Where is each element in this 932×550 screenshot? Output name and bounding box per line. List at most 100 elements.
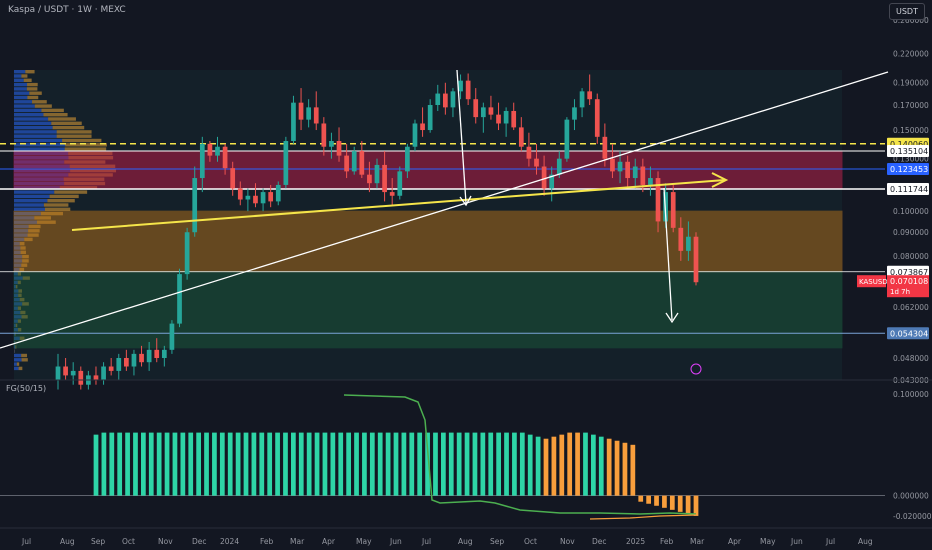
candle-body — [542, 167, 547, 189]
histogram-bar — [338, 433, 343, 496]
histogram-bar — [220, 433, 225, 496]
x-tick-label: 2024 — [220, 537, 239, 546]
indicator-y-tick: 0.100000 — [893, 390, 929, 399]
candle-body — [177, 274, 182, 323]
candle-body — [337, 141, 342, 156]
candle-body — [200, 144, 205, 178]
x-tick-label: Sep — [91, 537, 105, 546]
histogram-bar — [575, 433, 580, 496]
histogram-bar — [567, 433, 572, 496]
x-tick-label: Jul — [21, 537, 31, 546]
candle-body — [640, 167, 645, 185]
histogram-bar — [299, 433, 304, 496]
histogram-bar — [670, 496, 675, 510]
candle-body — [443, 94, 448, 108]
histogram-bar — [228, 433, 233, 496]
x-tick-label: Jul — [421, 537, 431, 546]
candle-body — [230, 168, 235, 188]
candle-body — [299, 103, 304, 120]
currency-button[interactable]: USDT — [889, 3, 925, 20]
indicator-y-tick: -0.020000 — [893, 512, 932, 521]
histogram-bar — [252, 433, 257, 496]
x-tick-label: Oct — [122, 537, 135, 546]
candle-body — [94, 375, 99, 380]
x-tick-label: Aug — [858, 537, 873, 546]
candle-body — [496, 115, 501, 124]
histogram-bar — [480, 433, 485, 496]
candle-body — [246, 196, 251, 200]
candle-body — [557, 159, 562, 175]
histogram-bar — [394, 433, 399, 496]
histogram-bar — [212, 433, 217, 496]
histogram-bar — [244, 433, 249, 496]
x-tick-label: Aug — [60, 537, 75, 546]
x-tick-label: Dec — [192, 537, 207, 546]
histogram-bar — [307, 433, 312, 496]
histogram-bar — [512, 433, 517, 496]
candle-body — [71, 371, 76, 375]
histogram-bar — [504, 433, 509, 496]
candle-body — [618, 162, 623, 172]
candle-body — [489, 107, 494, 114]
candle-body — [451, 91, 456, 107]
histogram-bar — [544, 439, 549, 496]
histogram-bar — [267, 433, 272, 496]
x-tick-label: Nov — [158, 537, 173, 546]
y-tick-label: 0.100000 — [893, 207, 929, 216]
x-tick-label: Apr — [322, 537, 336, 546]
candle-body — [397, 171, 402, 195]
histogram-bar — [646, 496, 651, 504]
histogram-bar — [686, 496, 691, 514]
histogram-bar — [315, 433, 320, 496]
candle-body — [420, 123, 425, 130]
candle-body — [572, 107, 577, 119]
candle-body — [162, 350, 167, 358]
histogram-bar — [662, 496, 667, 508]
candle-body — [359, 151, 364, 175]
y-tick-label: 0.190000 — [893, 79, 929, 88]
candle-body — [534, 159, 539, 167]
candle-body — [390, 192, 395, 196]
candle-body — [375, 165, 380, 183]
histogram-bar — [323, 433, 328, 496]
candle-body — [56, 367, 61, 380]
histogram-bar — [109, 433, 114, 496]
histogram-bar — [473, 433, 478, 496]
histogram-bar — [654, 496, 659, 506]
x-tick-label: Apr — [728, 537, 742, 546]
price-tag-text: 0.054304 — [890, 329, 928, 338]
histogram-bar — [488, 433, 493, 496]
candle-body — [78, 371, 83, 385]
histogram-bar — [133, 433, 138, 496]
histogram-bar — [638, 496, 643, 502]
symbol-title[interactable]: Kaspa / USDT · 1W · MEXC — [8, 5, 126, 15]
candle-body — [329, 141, 334, 147]
histogram-bar — [94, 435, 99, 496]
y-tick-label: 0.062000 — [893, 303, 929, 312]
x-tick-label: Mar — [290, 537, 305, 546]
candle-body — [610, 159, 615, 172]
x-tick-label: Mar — [690, 537, 705, 546]
histogram-bar — [102, 433, 107, 496]
histogram-bar — [330, 433, 335, 496]
histogram-bar — [449, 433, 454, 496]
candle-body — [595, 99, 600, 137]
y-tick-label: 0.170000 — [893, 101, 929, 110]
candle-body — [170, 324, 175, 350]
histogram-bar — [583, 433, 588, 496]
histogram-bar — [433, 433, 438, 496]
candle-body — [686, 237, 691, 251]
histogram-bar — [196, 433, 201, 496]
x-tick-label: 2025 — [626, 537, 645, 546]
histogram-bar — [354, 433, 359, 496]
y-tick-label: 0.150000 — [893, 126, 929, 135]
x-tick-label: Jun — [389, 537, 402, 546]
indicator-label[interactable]: FG(50/15) — [6, 384, 46, 393]
histogram-bar — [630, 445, 635, 496]
candle-body — [63, 367, 68, 376]
histogram-bar — [559, 435, 564, 496]
candle-body — [192, 178, 197, 232]
candle-body — [268, 192, 273, 201]
candle-body — [208, 144, 213, 156]
